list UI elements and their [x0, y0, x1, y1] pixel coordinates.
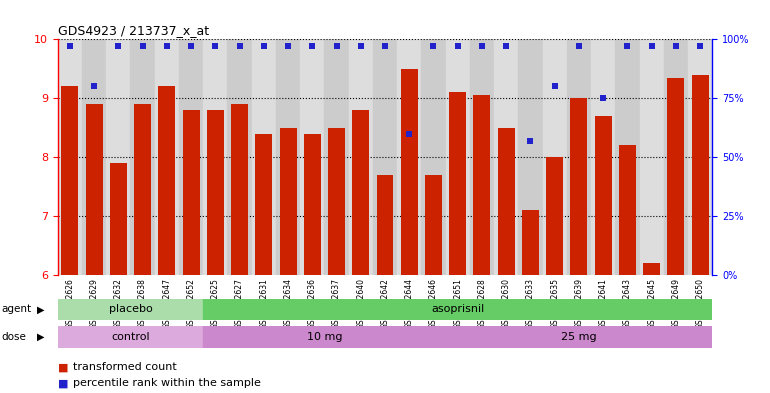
Bar — [58, 326, 203, 348]
Bar — [62, 86, 79, 275]
Bar — [522, 210, 539, 275]
Bar — [207, 110, 224, 275]
Text: placebo: placebo — [109, 305, 152, 314]
Bar — [377, 175, 393, 275]
Bar — [304, 134, 321, 275]
Bar — [425, 175, 442, 275]
Bar — [449, 92, 466, 275]
Text: ■: ■ — [58, 378, 72, 388]
Bar — [640, 39, 664, 275]
Bar — [182, 110, 199, 275]
Bar — [446, 39, 470, 275]
Bar — [58, 299, 203, 320]
Text: GDS4923 / 213737_x_at: GDS4923 / 213737_x_at — [58, 24, 209, 37]
Bar — [179, 39, 203, 275]
Bar — [85, 104, 102, 275]
Bar — [134, 104, 151, 275]
Bar — [546, 157, 563, 275]
Bar — [82, 39, 106, 275]
Bar — [543, 39, 567, 275]
Bar — [497, 128, 514, 275]
Bar — [328, 128, 345, 275]
Bar — [594, 116, 611, 275]
Text: ▶: ▶ — [37, 332, 45, 342]
Text: 25 mg: 25 mg — [561, 332, 597, 342]
Bar — [664, 39, 688, 275]
Text: control: control — [111, 332, 150, 342]
Bar — [397, 39, 421, 275]
Bar — [688, 39, 712, 275]
Text: 10 mg: 10 mg — [306, 332, 342, 342]
Text: ■: ■ — [58, 362, 72, 373]
Bar — [567, 39, 591, 275]
Bar — [615, 39, 640, 275]
Bar — [276, 39, 300, 275]
Text: transformed count: transformed count — [73, 362, 177, 373]
Bar — [619, 145, 636, 275]
Bar — [252, 39, 276, 275]
Bar — [518, 39, 543, 275]
Bar — [300, 39, 324, 275]
Bar — [280, 128, 296, 275]
Bar — [691, 75, 708, 275]
Bar — [668, 77, 685, 275]
Bar — [571, 98, 588, 275]
Bar — [400, 69, 417, 275]
Bar — [110, 163, 127, 275]
Bar — [470, 39, 494, 275]
Bar — [349, 39, 373, 275]
Bar — [421, 39, 446, 275]
Bar — [130, 39, 155, 275]
Bar — [494, 39, 518, 275]
Bar — [643, 263, 660, 275]
Bar — [373, 39, 397, 275]
Text: asoprisnil: asoprisnil — [431, 305, 484, 314]
Text: percentile rank within the sample: percentile rank within the sample — [73, 378, 261, 388]
Bar — [203, 299, 712, 320]
Bar — [446, 326, 712, 348]
Text: agent: agent — [2, 305, 32, 314]
Bar — [159, 86, 176, 275]
Bar — [256, 134, 273, 275]
Bar — [474, 95, 490, 275]
Bar — [106, 39, 130, 275]
Bar — [227, 39, 252, 275]
Bar — [58, 39, 82, 275]
Bar — [203, 39, 227, 275]
Bar — [231, 104, 248, 275]
Text: dose: dose — [2, 332, 26, 342]
Bar — [591, 39, 615, 275]
Bar — [324, 39, 349, 275]
Text: ▶: ▶ — [37, 305, 45, 314]
Bar — [155, 39, 179, 275]
Bar — [203, 326, 446, 348]
Bar — [353, 110, 370, 275]
